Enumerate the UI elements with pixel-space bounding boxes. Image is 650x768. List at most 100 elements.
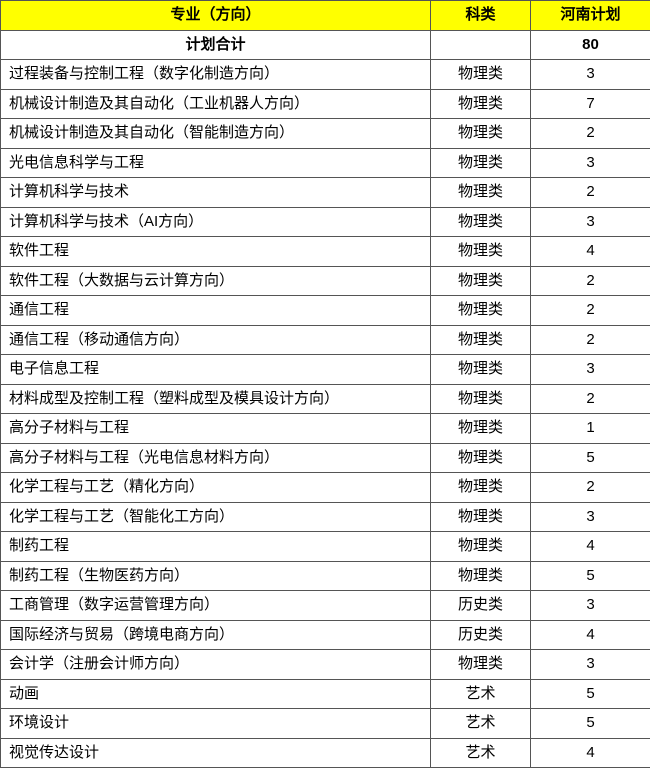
cell-major: 工商管理（数字运营管理方向） (1, 591, 431, 621)
table-row: 软件工程（大数据与云计算方向）物理类2 (1, 266, 650, 296)
table-row: 材料成型及控制工程（塑料成型及模具设计方向）物理类2 (1, 384, 650, 414)
cell-plan: 2 (531, 266, 650, 296)
cell-major: 计算机科学与技术（AI方向） (1, 207, 431, 237)
total-category (431, 30, 531, 60)
cell-category: 物理类 (431, 502, 531, 532)
col-header-major: 专业（方向） (1, 1, 431, 31)
cell-major: 软件工程 (1, 237, 431, 267)
admission-plan-table-container: 专业（方向） 科类 河南计划 计划合计 80 过程装备与控制工程（数字化制造方向… (0, 0, 650, 768)
table-row: 制药工程物理类4 (1, 532, 650, 562)
cell-plan: 5 (531, 443, 650, 473)
table-row: 工商管理（数字运营管理方向）历史类3 (1, 591, 650, 621)
cell-major: 化学工程与工艺（精化方向） (1, 473, 431, 503)
table-row: 过程装备与控制工程（数字化制造方向）物理类3 (1, 60, 650, 90)
cell-major: 化学工程与工艺（智能化工方向） (1, 502, 431, 532)
table-row: 通信工程物理类2 (1, 296, 650, 326)
cell-major: 高分子材料与工程 (1, 414, 431, 444)
table-row: 计算机科学与技术（AI方向）物理类3 (1, 207, 650, 237)
table-row: 高分子材料与工程（光电信息材料方向）物理类5 (1, 443, 650, 473)
cell-major: 国际经济与贸易（跨境电商方向） (1, 620, 431, 650)
cell-major: 制药工程 (1, 532, 431, 562)
table-row: 机械设计制造及其自动化（工业机器人方向）物理类7 (1, 89, 650, 119)
cell-plan: 1 (531, 414, 650, 444)
table-row: 国际经济与贸易（跨境电商方向）历史类4 (1, 620, 650, 650)
col-header-category: 科类 (431, 1, 531, 31)
cell-plan: 2 (531, 384, 650, 414)
cell-major: 机械设计制造及其自动化（智能制造方向） (1, 119, 431, 149)
table-row: 化学工程与工艺（精化方向）物理类2 (1, 473, 650, 503)
cell-plan: 3 (531, 207, 650, 237)
cell-category: 物理类 (431, 237, 531, 267)
cell-category: 物理类 (431, 325, 531, 355)
cell-category: 物理类 (431, 207, 531, 237)
cell-plan: 2 (531, 325, 650, 355)
cell-category: 历史类 (431, 620, 531, 650)
cell-plan: 2 (531, 178, 650, 208)
table-row: 通信工程（移动通信方向）物理类2 (1, 325, 650, 355)
table-row: 环境设计艺术5 (1, 709, 650, 739)
table-row: 视觉传达设计艺术4 (1, 738, 650, 768)
table-row: 光电信息科学与工程物理类3 (1, 148, 650, 178)
cell-category: 物理类 (431, 561, 531, 591)
table-row: 制药工程（生物医药方向）物理类5 (1, 561, 650, 591)
cell-plan: 3 (531, 60, 650, 90)
col-header-plan: 河南计划 (531, 1, 650, 31)
cell-major: 机械设计制造及其自动化（工业机器人方向） (1, 89, 431, 119)
table-row: 高分子材料与工程物理类1 (1, 414, 650, 444)
cell-plan: 4 (531, 237, 650, 267)
cell-plan: 2 (531, 473, 650, 503)
admission-plan-table: 专业（方向） 科类 河南计划 计划合计 80 过程装备与控制工程（数字化制造方向… (0, 0, 650, 768)
cell-category: 物理类 (431, 266, 531, 296)
cell-category: 物理类 (431, 296, 531, 326)
table-row: 软件工程物理类4 (1, 237, 650, 267)
cell-category: 艺术 (431, 738, 531, 768)
cell-category: 物理类 (431, 532, 531, 562)
cell-category: 艺术 (431, 679, 531, 709)
cell-category: 历史类 (431, 591, 531, 621)
cell-category: 物理类 (431, 148, 531, 178)
cell-plan: 4 (531, 620, 650, 650)
table-row: 机械设计制造及其自动化（智能制造方向）物理类2 (1, 119, 650, 149)
total-label: 计划合计 (1, 30, 431, 60)
cell-major: 视觉传达设计 (1, 738, 431, 768)
cell-major: 动画 (1, 679, 431, 709)
cell-plan: 3 (531, 650, 650, 680)
table-row: 会计学（注册会计师方向）物理类3 (1, 650, 650, 680)
total-row: 计划合计 80 (1, 30, 650, 60)
cell-major: 通信工程 (1, 296, 431, 326)
cell-major: 过程装备与控制工程（数字化制造方向） (1, 60, 431, 90)
cell-plan: 2 (531, 119, 650, 149)
cell-category: 物理类 (431, 414, 531, 444)
cell-major: 光电信息科学与工程 (1, 148, 431, 178)
cell-plan: 4 (531, 738, 650, 768)
cell-category: 物理类 (431, 355, 531, 385)
cell-plan: 3 (531, 502, 650, 532)
cell-major: 高分子材料与工程（光电信息材料方向） (1, 443, 431, 473)
cell-category: 物理类 (431, 60, 531, 90)
table-body: 计划合计 80 过程装备与控制工程（数字化制造方向）物理类3机械设计制造及其自动… (1, 30, 650, 768)
cell-major: 软件工程（大数据与云计算方向） (1, 266, 431, 296)
cell-plan: 3 (531, 355, 650, 385)
cell-major: 通信工程（移动通信方向） (1, 325, 431, 355)
cell-category: 物理类 (431, 384, 531, 414)
cell-major: 计算机科学与技术 (1, 178, 431, 208)
cell-plan: 7 (531, 89, 650, 119)
total-plan: 80 (531, 30, 650, 60)
cell-category: 物理类 (431, 178, 531, 208)
table-header-row: 专业（方向） 科类 河南计划 (1, 1, 650, 31)
cell-major: 材料成型及控制工程（塑料成型及模具设计方向） (1, 384, 431, 414)
cell-category: 艺术 (431, 709, 531, 739)
cell-plan: 2 (531, 296, 650, 326)
cell-plan: 3 (531, 148, 650, 178)
cell-category: 物理类 (431, 443, 531, 473)
cell-category: 物理类 (431, 650, 531, 680)
table-row: 化学工程与工艺（智能化工方向）物理类3 (1, 502, 650, 532)
cell-category: 物理类 (431, 89, 531, 119)
cell-plan: 5 (531, 561, 650, 591)
table-row: 计算机科学与技术物理类2 (1, 178, 650, 208)
table-row: 动画艺术5 (1, 679, 650, 709)
cell-plan: 4 (531, 532, 650, 562)
cell-major: 环境设计 (1, 709, 431, 739)
cell-category: 物理类 (431, 119, 531, 149)
cell-major: 会计学（注册会计师方向） (1, 650, 431, 680)
